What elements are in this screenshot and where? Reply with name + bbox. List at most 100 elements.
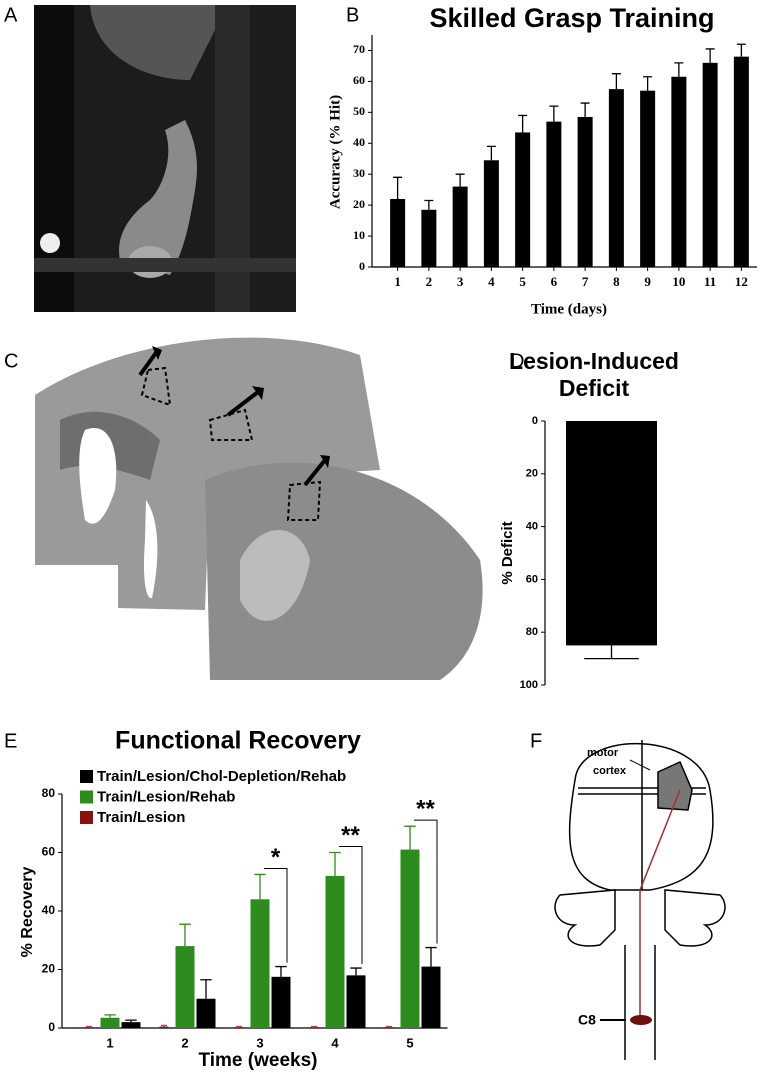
y-tick-label: 0 <box>48 1020 55 1034</box>
error-bar <box>549 105 559 122</box>
bar <box>577 116 593 268</box>
y-axis-label: % Deficit <box>499 521 516 584</box>
error-bar <box>705 48 715 63</box>
error-bar <box>161 1024 167 1027</box>
panel-label: B <box>346 4 359 26</box>
legend-swatch <box>80 811 93 824</box>
bar <box>346 975 366 1028</box>
bar <box>640 90 656 268</box>
bar <box>515 132 531 267</box>
x-tick-label: 1 <box>394 274 401 289</box>
y-tick-label: 0 <box>359 259 365 273</box>
error-bar <box>386 1025 392 1028</box>
y-tick-label: 30 <box>353 166 365 180</box>
error-bar <box>455 173 465 187</box>
significance-bracket <box>414 819 438 944</box>
x-tick-label: 12 <box>735 274 748 289</box>
error-bar <box>350 967 362 976</box>
legend-swatch <box>80 770 93 783</box>
bar <box>702 62 718 268</box>
diagram-label: cortex <box>593 765 627 777</box>
error-bar <box>580 102 590 117</box>
error-bar <box>125 1019 137 1023</box>
x-tick-label: 2 <box>181 1035 188 1050</box>
significance-label: ** <box>341 822 360 849</box>
error-bar <box>393 176 403 199</box>
y-tick-label: 10 <box>353 228 365 242</box>
x-tick-label: 1 <box>106 1035 113 1050</box>
y-tick-label: 60 <box>42 845 56 859</box>
error-bar <box>275 965 287 977</box>
bar <box>384 1027 394 1028</box>
x-tick-label: 2 <box>426 274 433 289</box>
y-tick-label: 0 <box>532 415 538 427</box>
error-bar <box>424 199 434 210</box>
bar <box>452 186 468 267</box>
y-axis-label: Accuracy (% Hit) <box>327 95 343 209</box>
panel-label: D <box>510 350 524 372</box>
significance-bracket <box>264 867 288 963</box>
x-tick-label: 11 <box>704 274 716 289</box>
bar <box>196 998 216 1028</box>
chart-title: Skilled Grasp Training <box>429 3 714 33</box>
y-tick-label: 20 <box>42 962 56 976</box>
error-bar <box>86 1025 92 1028</box>
panel-label: E <box>4 730 17 752</box>
bar <box>250 899 270 1028</box>
x-tick-label: 5 <box>519 274 526 289</box>
y-tick-label: 50 <box>353 104 365 118</box>
significance-label: * <box>271 844 281 871</box>
x-axis-label: Time (weeks) <box>199 1050 318 1071</box>
significance-bracket <box>339 846 363 965</box>
error-bar <box>104 1014 116 1018</box>
bar <box>325 875 345 1028</box>
y-axis-label: % Recovery <box>19 867 36 958</box>
histology-c <box>35 337 483 680</box>
y-tick-label: 20 <box>526 468 538 480</box>
y-tick-label: 80 <box>42 786 56 800</box>
bar <box>546 121 562 267</box>
bar <box>309 1027 319 1028</box>
chart-title: Functional Recovery <box>115 727 361 755</box>
bar <box>483 160 499 267</box>
error-bar <box>518 114 528 133</box>
x-tick-label: 4 <box>331 1035 339 1050</box>
y-tick-label: 40 <box>42 903 56 917</box>
x-tick-label: 5 <box>406 1035 413 1050</box>
bar <box>671 76 687 267</box>
panel-label: C <box>4 350 18 372</box>
error-bar <box>643 76 653 91</box>
bar <box>733 56 749 267</box>
legend-swatch <box>80 790 93 804</box>
legend-label: Train/Lesion <box>97 809 185 826</box>
bar <box>421 966 441 1028</box>
error-bar <box>736 43 746 57</box>
x-tick-label: 4 <box>488 274 495 289</box>
error-bar <box>425 946 437 967</box>
bar <box>159 1026 169 1028</box>
bar <box>175 946 195 1028</box>
bar <box>400 849 420 1028</box>
x-tick-label: 10 <box>672 274 685 289</box>
bar <box>421 209 437 267</box>
photo-a <box>34 5 296 312</box>
bar <box>121 1022 141 1028</box>
y-tick-label: 100 <box>520 679 538 691</box>
x-tick-label: 7 <box>582 274 589 289</box>
chart-title: Lesion-Induced Deficit <box>509 348 679 401</box>
bar <box>234 1027 244 1028</box>
error-bar <box>486 145 496 161</box>
error-bar <box>329 851 341 876</box>
bar <box>84 1027 94 1028</box>
error-bar <box>674 62 684 77</box>
diagram-label: motor <box>587 747 619 759</box>
legend-label: Train/Lesion/Rehab <box>97 788 235 805</box>
panel-label: A <box>4 4 18 26</box>
y-tick-label: 60 <box>353 73 365 87</box>
y-tick-label: 40 <box>353 135 365 149</box>
y-tick-label: 40 <box>526 521 538 533</box>
error-bar <box>236 1025 242 1028</box>
x-tick-label: 3 <box>256 1035 263 1050</box>
bar <box>271 976 291 1028</box>
